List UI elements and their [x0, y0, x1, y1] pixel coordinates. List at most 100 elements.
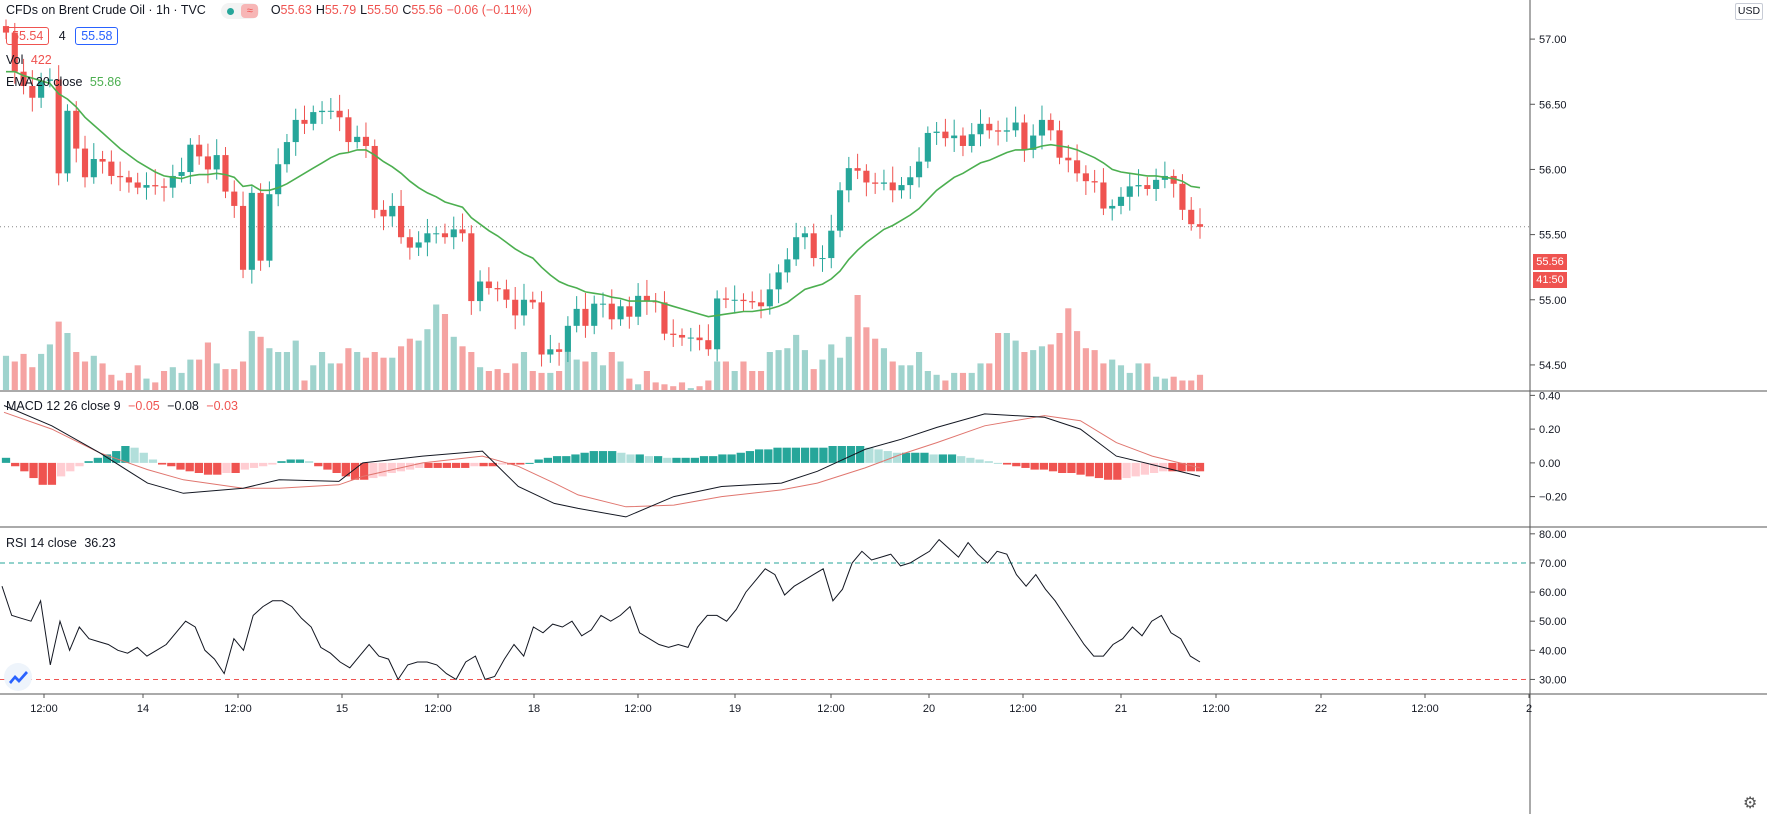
candle-body-6 [55, 79, 62, 174]
macd-hist-bar-0 [1, 457, 11, 463]
volume-bar-91 [801, 350, 808, 390]
candle-17 [152, 169, 159, 195]
candle-body-70 [617, 306, 624, 320]
candle-42 [371, 139, 378, 219]
candle-body-101 [889, 182, 896, 191]
volume-bar-95 [836, 357, 844, 390]
candle-body-59 [520, 299, 528, 316]
candle-body-43 [380, 209, 387, 217]
candle-body-86 [757, 302, 765, 307]
candle-102 [898, 176, 905, 199]
ema-label[interactable]: EMA 20 close [6, 75, 83, 89]
macd-hist-bar-66 [608, 451, 617, 463]
volume-bar-109 [959, 372, 967, 390]
ask-price[interactable]: 55.58 [75, 27, 119, 45]
volume-bar-36 [318, 352, 326, 390]
candle-129 [1135, 169, 1142, 197]
candle-body-68 [599, 303, 607, 305]
macd-hist-bar-90 [828, 446, 837, 463]
settings-gear-icon[interactable]: ⚙ [1743, 795, 1758, 812]
volume-bar-37 [327, 363, 334, 390]
candle-100 [880, 169, 888, 191]
ohlc-key-0: O [270, 3, 281, 18]
candle-body-48 [424, 233, 431, 243]
candle-body-17 [152, 185, 159, 187]
candle-77 [678, 328, 686, 346]
candle-48 [424, 218, 431, 257]
volume-bar-83 [731, 371, 738, 390]
macd-hist-bar-122 [1122, 462, 1131, 479]
candle-31 [275, 148, 282, 207]
macd-hist-bar-103 [947, 454, 957, 463]
candle-body-93 [819, 258, 826, 260]
macd-hist-bar-81 [745, 451, 755, 463]
macd-hist-bar-64 [589, 451, 598, 463]
volume-label[interactable]: Vol [6, 53, 24, 67]
tradingview-logo-icon[interactable] [4, 663, 32, 691]
currency-button[interactable]: USD [1735, 3, 1763, 20]
candle-body-29 [257, 192, 264, 261]
time-axis-label-4: 12:00 [424, 703, 452, 715]
macd-hist-bar-101 [929, 454, 938, 463]
macd-hist-bar-47 [433, 462, 442, 468]
candle-82 [722, 287, 729, 309]
macd-hist-bar-10 [93, 457, 102, 463]
volume-bar-102 [898, 365, 905, 390]
macd-label[interactable]: MACD 12 26 close 9 [6, 399, 121, 413]
volume-bar-106 [933, 374, 940, 390]
volume-bar-84 [740, 361, 747, 390]
volume-bar-107 [942, 380, 949, 390]
candle-32 [283, 133, 291, 173]
candle-body-98 [863, 170, 870, 183]
macd-hist-bar-84 [773, 447, 782, 463]
candle-116 [1021, 114, 1028, 162]
candle-body-31 [275, 164, 282, 195]
time-axis-label-12: 12:00 [1202, 703, 1230, 715]
rsi-label[interactable]: RSI 14 close [6, 536, 77, 550]
volume-bar-96 [845, 336, 852, 390]
candle-103 [907, 166, 914, 199]
candle-body-136 [1196, 224, 1204, 227]
volume-bar-43 [380, 357, 387, 390]
candle-120 [1056, 120, 1063, 165]
rsi-line [1, 538, 1201, 681]
macd-hist-bar-85 [782, 447, 791, 463]
volume-bar-121 [1065, 308, 1072, 390]
candle-136 [1196, 208, 1204, 239]
candle-body-105 [924, 132, 931, 162]
status-toggle[interactable]: ≈ [221, 3, 260, 19]
candle-126 [1109, 199, 1116, 221]
candle-body-7 [64, 110, 71, 174]
volume-bar-85 [749, 371, 756, 390]
macd-hist-bar-23 [213, 462, 222, 475]
candle-body-122 [1074, 160, 1081, 174]
candle-76 [670, 319, 677, 347]
volume-bar-68 [599, 365, 607, 390]
symbol-title[interactable]: CFDs on Brent Crude Oil · 1h · TVC [6, 3, 206, 18]
candle-115 [1012, 106, 1019, 137]
candle-body-80 [705, 340, 712, 350]
candle-body-30 [266, 194, 273, 261]
bid-price[interactable]: 55.54 [6, 27, 50, 45]
volume-bar-78 [687, 388, 694, 390]
price-axis-label-2: 56.00 [1539, 164, 1567, 176]
candle-10 [90, 143, 97, 184]
volume-bar-8 [73, 352, 80, 390]
candle-body-96 [845, 168, 852, 191]
volume-bar-90 [793, 334, 800, 390]
candle-66 [582, 292, 589, 338]
candle-body-124 [1091, 181, 1098, 183]
macd-hist-bar-114 [1048, 462, 1058, 472]
candle-body-13 [117, 175, 124, 178]
macd-hist-bar-124 [1140, 462, 1150, 475]
candle-body-115 [1012, 122, 1019, 131]
candle-body-114 [1003, 130, 1010, 132]
candle-107 [942, 118, 949, 147]
candle-90 [793, 222, 800, 266]
candle-body-39 [345, 117, 352, 143]
candle-97 [854, 153, 861, 180]
volume-bar-42 [371, 352, 378, 390]
candle-body-94 [828, 230, 835, 259]
